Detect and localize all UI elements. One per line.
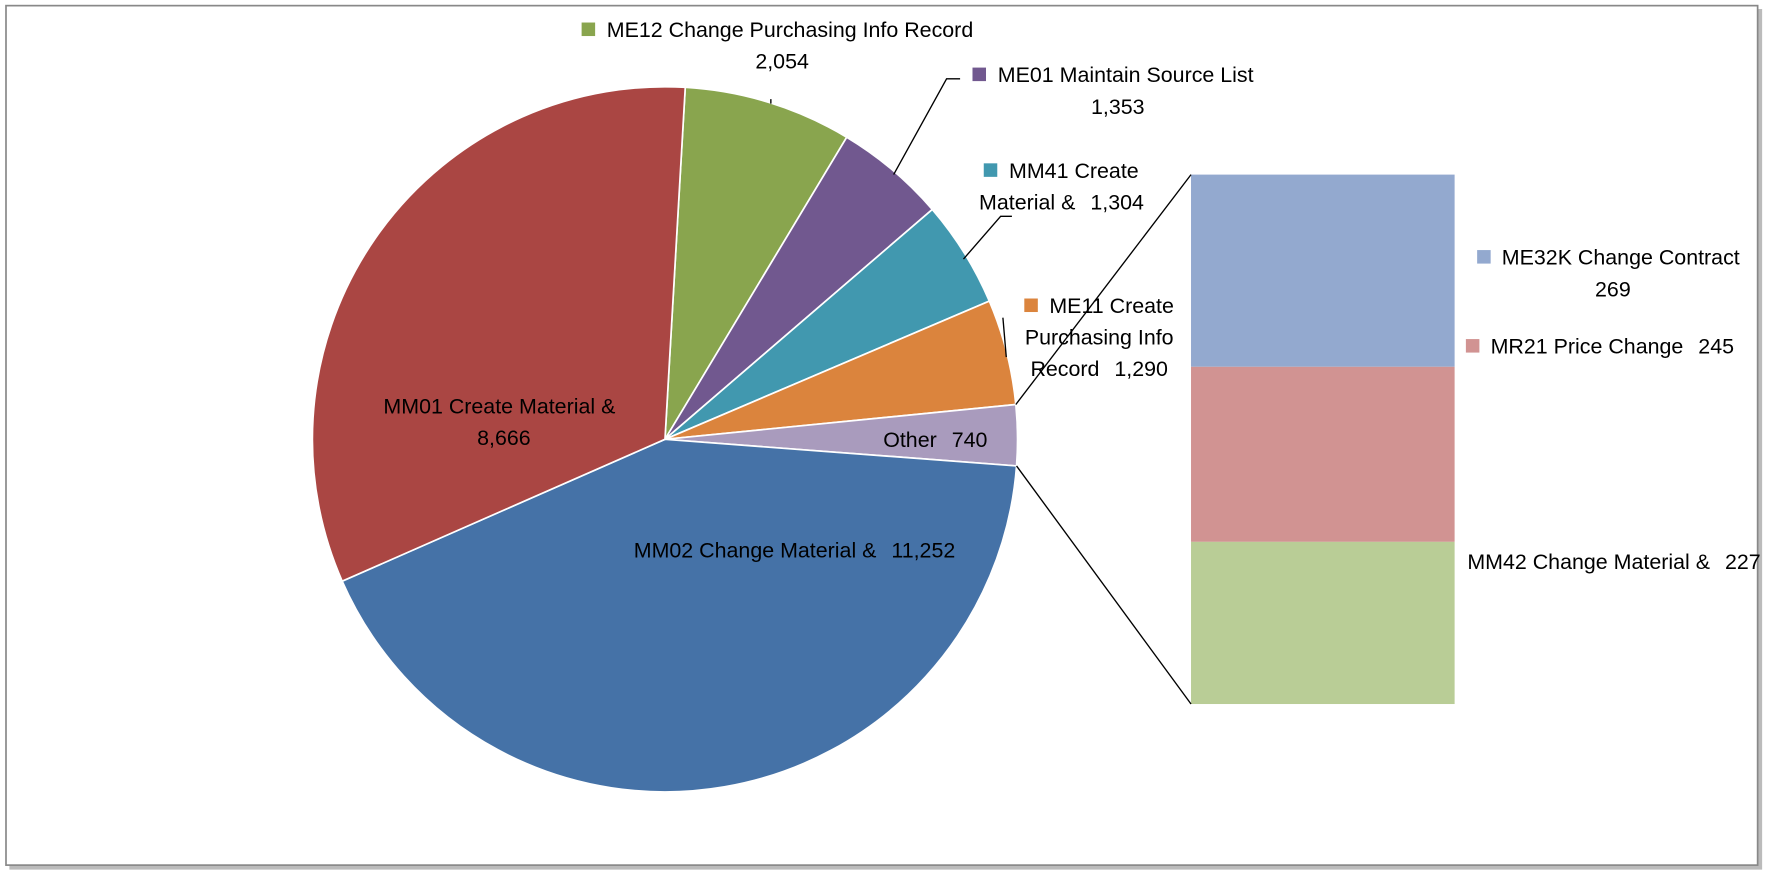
value-label: 8,666 xyxy=(477,426,531,451)
label-box: MM02 Change Material & 11,252 xyxy=(614,536,974,568)
label-box: ME12 Change Purchasing Info Record 2,054 xyxy=(564,16,992,79)
label-box: ME01 Maintain Source List 1,353 xyxy=(956,61,1271,124)
label-box: ME11 Create Purchasing Info Record 1,290 xyxy=(1001,292,1198,387)
data-label: MM02 Change Material & 11,252 xyxy=(614,536,974,568)
data-label: ME11 Create Purchasing Info Record 1,290 xyxy=(1001,292,1198,387)
value-label: 227 xyxy=(1724,550,1761,575)
label-box: MM01 Create Material & 8,666 xyxy=(353,392,646,455)
leader-line xyxy=(1002,317,1007,358)
value-label: 1,304 xyxy=(1090,191,1144,216)
category-label: MR21 Price Change xyxy=(1490,336,1684,360)
label-box: Other 740 xyxy=(856,426,1014,458)
leader-line xyxy=(962,215,1012,260)
legend-key xyxy=(973,67,987,82)
pie-slice xyxy=(664,86,848,440)
bar-segment xyxy=(1191,541,1455,705)
bar-segment xyxy=(1191,366,1455,542)
legend-key xyxy=(984,163,998,177)
label-box: ME32K Change Contract 269 xyxy=(1453,244,1763,307)
legend-key xyxy=(581,22,596,37)
data-label: Other 740 xyxy=(856,426,1014,458)
pie-slice xyxy=(311,85,687,583)
bar-segment xyxy=(1191,174,1455,367)
category-label: ME32K Change Contract xyxy=(1501,247,1740,271)
category-label: Other xyxy=(883,429,937,453)
label-box: MM42 Change Material & 227 xyxy=(1459,547,1767,579)
label-box: MR21 Price Change 245 xyxy=(1465,333,1735,365)
value-label: 11,252 xyxy=(891,539,956,564)
category-label: ME01 Maintain Source List xyxy=(997,64,1254,88)
value-label: 2,054 xyxy=(755,50,809,75)
leader-line xyxy=(893,78,961,175)
category-label: MM02 Change Material & xyxy=(633,539,877,564)
label-box: MM41 Create Material & 1,304 xyxy=(960,157,1163,220)
data-label: ME01 Maintain Source List 1,353 xyxy=(956,61,1271,124)
value-label: 1,353 xyxy=(1091,95,1145,120)
data-label: MR21 Price Change 245 xyxy=(1465,333,1735,365)
data-label: ME12 Change Purchasing Info Record 2,054 xyxy=(564,16,992,79)
data-label: MM01 Create Material & 8,666 xyxy=(353,392,646,455)
pie-slice xyxy=(341,438,1018,793)
legend-key xyxy=(1465,339,1480,353)
data-label: MM41 Create Material & 1,304 xyxy=(960,157,1163,220)
value-label: 269 xyxy=(1595,278,1631,303)
data-label: MM42 Change Material & 227 xyxy=(1459,547,1767,579)
legend-key xyxy=(1476,250,1491,264)
category-label: MM41 Create Material & xyxy=(979,159,1139,216)
value-label: 1,290 xyxy=(1114,358,1168,382)
category-label: MM42 Change Material & xyxy=(1467,550,1710,575)
data-label: ME32K Change Contract 269 xyxy=(1453,244,1763,307)
connector-line xyxy=(1015,174,1192,405)
value-label: 740 xyxy=(951,429,988,453)
value-label: 245 xyxy=(1698,336,1735,360)
legend-key xyxy=(1024,298,1039,313)
category-label: ME11 Create Purchasing Info Record xyxy=(1024,295,1174,382)
connector-line xyxy=(1015,465,1192,705)
category-label: MM01 Create Material & xyxy=(383,395,616,420)
category-label: ME12 Change Purchasing Info Record xyxy=(606,19,974,43)
